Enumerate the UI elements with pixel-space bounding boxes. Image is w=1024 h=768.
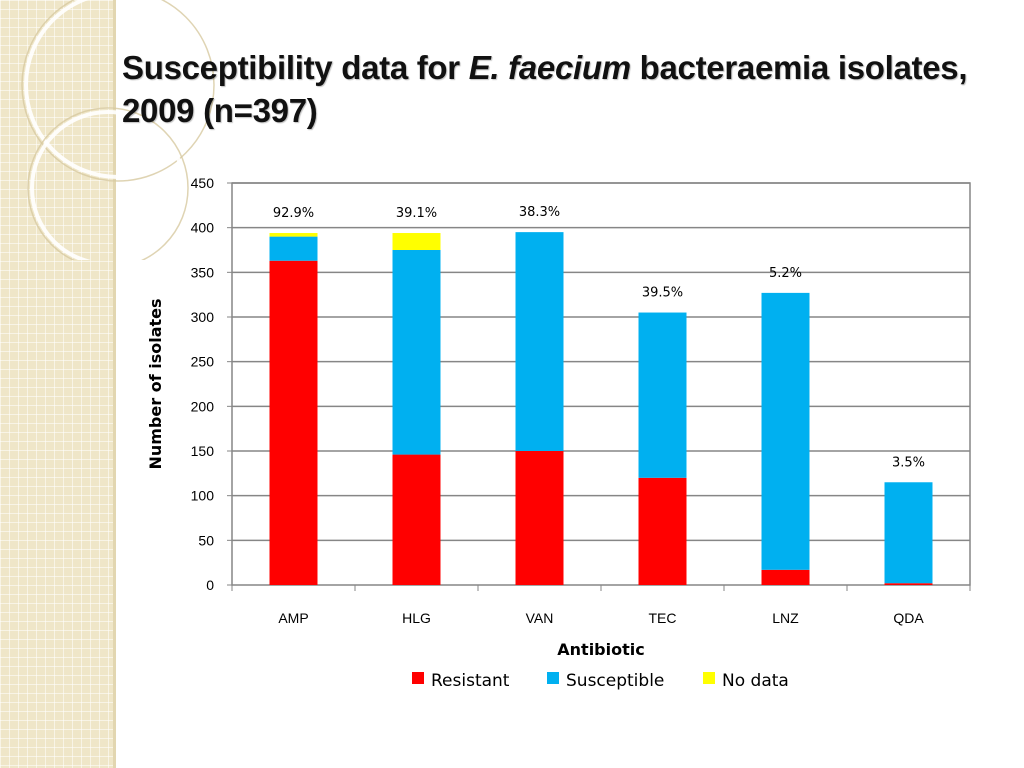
x-tick-label: AMP [278, 610, 308, 626]
legend-label: No data [722, 671, 789, 691]
y-tick-label: 200 [191, 398, 215, 414]
y-tick-label: 350 [191, 264, 215, 280]
data-label: 38.3% [519, 205, 560, 220]
legend-label: Resistant [431, 671, 510, 691]
y-tick-label: 50 [198, 532, 214, 548]
y-tick-label: 400 [191, 220, 215, 236]
bar-segment-susceptible [515, 232, 564, 451]
slide-title: Susceptibility data for E. faecium bacte… [122, 46, 1002, 132]
x-axis-title: Antibiotic [557, 640, 644, 659]
bar-segment-susceptible [269, 236, 318, 261]
y-tick-label: 300 [191, 309, 215, 325]
bar-segment-resistant [638, 477, 687, 585]
data-label: 5.2% [769, 266, 802, 281]
y-tick-label: 0 [206, 577, 214, 593]
bar-segment-resistant [392, 454, 441, 585]
bar-segment-susceptible [638, 312, 687, 478]
decorative-side-strip [0, 0, 113, 768]
y-tick-label: 250 [191, 354, 215, 370]
data-label: 92.9% [273, 206, 314, 221]
bar-segment-resistant [269, 260, 318, 585]
data-label: 39.5% [642, 286, 683, 301]
bar-segment-resistant [515, 451, 564, 585]
y-tick-label: 100 [191, 488, 215, 504]
y-tick-label: 450 [191, 175, 215, 191]
legend-swatch [547, 672, 559, 684]
decorative-circles [21, 0, 215, 260]
x-tick-label: TEC [649, 610, 677, 626]
side-strip-edge [113, 0, 116, 768]
bar-segment-resistant [884, 583, 933, 585]
bar-segment-no-data [392, 233, 441, 250]
title-text-end: bacteraemia isolates, 2009 (n=397) [122, 49, 968, 129]
bar-segment-susceptible [761, 292, 810, 570]
x-tick-label: LNZ [772, 610, 799, 626]
bar-segment-no-data [269, 233, 318, 237]
y-tick-label: 150 [191, 443, 215, 459]
bar-segment-susceptible [884, 482, 933, 584]
data-label: 39.1% [396, 206, 437, 221]
bar-segment-resistant [761, 569, 810, 585]
legend-label: Susceptible [566, 671, 664, 691]
legend-swatch [412, 672, 424, 684]
plot-area [231, 182, 971, 586]
data-label: 3.5% [892, 455, 925, 470]
x-tick-label: VAN [526, 610, 554, 626]
x-tick-label: QDA [893, 610, 924, 626]
bar-segment-susceptible [392, 250, 441, 455]
x-tick-label: HLG [402, 610, 431, 626]
y-axis-title: Number of isolates [146, 298, 165, 469]
title-text-start: Susceptibility data for [122, 49, 469, 86]
legend-swatch [703, 672, 715, 684]
title-organism-name: E. faecium [468, 49, 631, 86]
